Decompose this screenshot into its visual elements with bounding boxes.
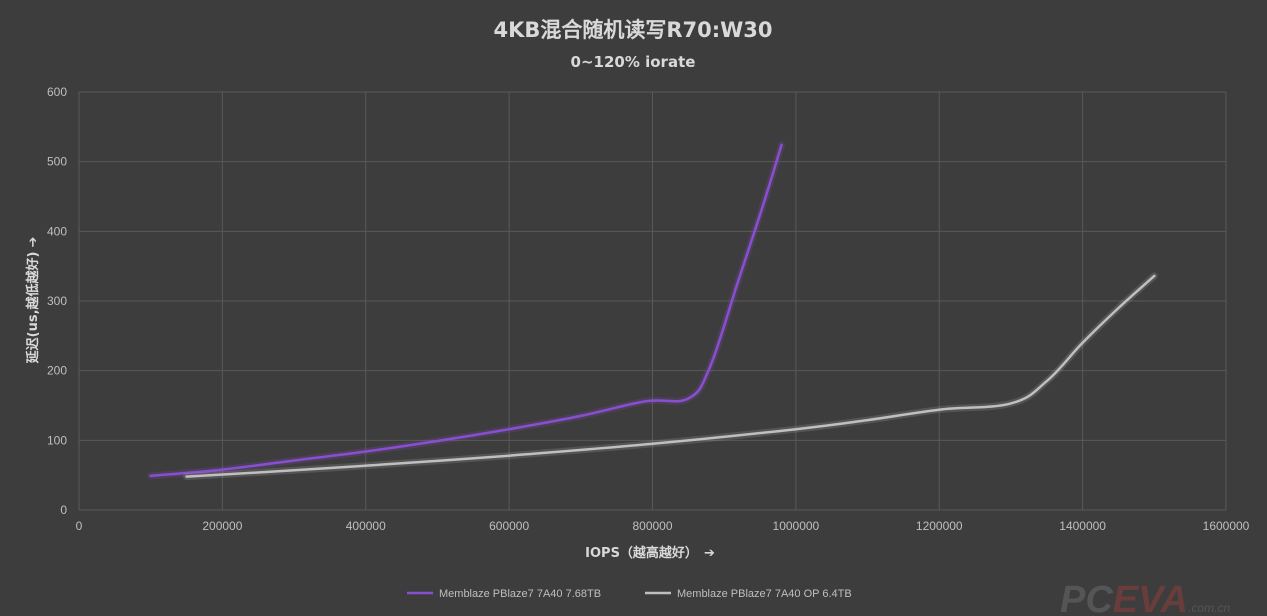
watermark: PCEVA.com.cn bbox=[1060, 579, 1230, 616]
tick-labels: 0 200000 400000 600000 800000 1000000 1200000 1… bbox=[47, 85, 1250, 533]
series-line-1 bbox=[149, 143, 783, 478]
series-line-2 bbox=[185, 274, 1156, 478]
watermark-part-1: PC bbox=[1060, 579, 1113, 616]
watermark-part-3: .com.cn bbox=[1188, 601, 1230, 615]
chart-title: 4KB混合随机读写R70:W30 bbox=[493, 18, 772, 42]
y-tick-label: 400 bbox=[47, 224, 67, 238]
legend-label-series-1: Memblaze PBlaze7 7A40 7.68TB bbox=[439, 588, 601, 600]
y-tick-label: 500 bbox=[47, 155, 67, 169]
x-axis-arrow-icon: ➔ bbox=[704, 546, 715, 561]
x-tick-label: 1200000 bbox=[916, 519, 963, 533]
x-tick-label: 1600000 bbox=[1203, 519, 1250, 533]
y-tick-label: 200 bbox=[47, 364, 67, 378]
y-tick-label: 300 bbox=[47, 294, 67, 308]
x-tick-label: 200000 bbox=[202, 519, 242, 533]
legend-label-series-2: Memblaze PBlaze7 7A40 OP 6.4TB bbox=[677, 588, 852, 600]
series-glow-2 bbox=[183, 272, 1158, 481]
x-tick-label: 800000 bbox=[632, 519, 672, 533]
series-glow-1 bbox=[147, 141, 785, 480]
x-axis-label: IOPS（越高越好） ➔ bbox=[585, 545, 715, 561]
y-tick-label: 0 bbox=[60, 503, 67, 517]
x-tick-label: 400000 bbox=[346, 519, 386, 533]
y-axis-label-text: 延迟(us,越低越好) bbox=[25, 252, 41, 365]
x-tick-label: 0 bbox=[76, 519, 83, 533]
y-tick-label: 100 bbox=[47, 433, 67, 447]
series-lines bbox=[147, 141, 1158, 481]
x-tick-label: 600000 bbox=[489, 519, 529, 533]
y-tick-label: 600 bbox=[47, 85, 67, 99]
watermark-part-2: EVA bbox=[1113, 579, 1188, 616]
grid bbox=[78, 91, 1227, 511]
x-axis-label-text: IOPS（越高越好） bbox=[585, 545, 698, 561]
legend: Memblaze PBlaze7 7A40 7.68TB Memblaze PB… bbox=[407, 588, 852, 600]
x-tick-label: 1000000 bbox=[773, 519, 820, 533]
y-axis-label: 延迟(us,越低越好) ➔ bbox=[25, 237, 41, 365]
chart-subtitle: 0~120% iorate bbox=[571, 53, 696, 71]
x-tick-label: 1400000 bbox=[1059, 519, 1106, 533]
y-axis-arrow-icon: ➔ bbox=[26, 237, 41, 248]
